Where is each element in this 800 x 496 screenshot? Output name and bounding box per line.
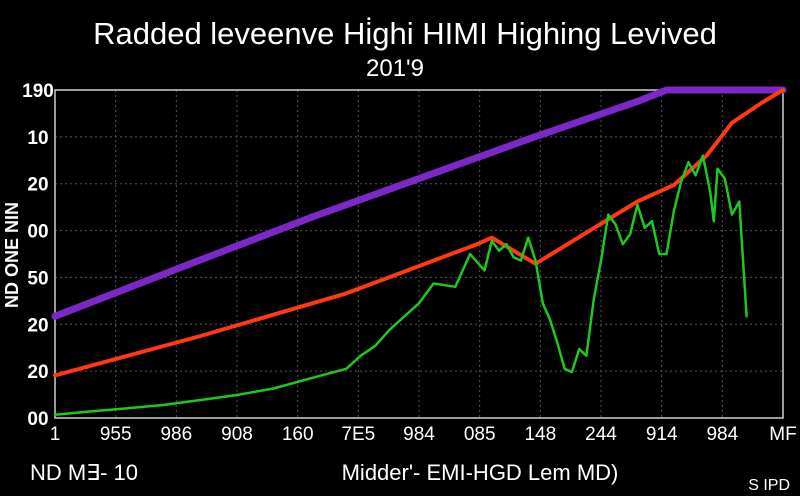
chart-subtitle: 201'9	[366, 55, 424, 82]
x-tick-label: 955	[100, 424, 132, 445]
x-tick-label: 7E5	[341, 424, 375, 445]
y-tick-label: 20	[27, 175, 48, 196]
x-axis-label: Midder'- EMI-HGD Lem MD)	[342, 460, 619, 485]
chart-title: Radded leveenve Hi̇ghi HIMI Highing Levi…	[93, 16, 717, 51]
x-tick-label: MF	[769, 424, 796, 445]
x-tick-label: 148	[524, 424, 556, 445]
series-line-purple-trend	[51, 86, 787, 320]
x-tick-labels: 1 955 986 908 160 7E5 984 085 148 244 914 984 MF	[50, 424, 797, 445]
x-tick-label: 908	[221, 424, 253, 445]
y-tick-labels: 190 10 20 00 50 20 20 00	[22, 81, 54, 430]
plot-frame	[54, 89, 784, 419]
x-tick-label: 984	[706, 424, 738, 445]
y-tick-label: 00	[27, 222, 48, 243]
y-tick-label: 00	[27, 409, 48, 430]
series-line-red-trend	[53, 88, 785, 378]
x-tick-label: 160	[282, 424, 314, 445]
series-group	[51, 86, 787, 416]
x-tick-label: 914	[646, 424, 678, 445]
x-tick-label: 244	[585, 424, 617, 445]
x-tick-label: 984	[403, 424, 435, 445]
y-tick-label: 10	[27, 128, 48, 149]
y-tick-label: 50	[27, 268, 48, 289]
y-axis-label: ND ONE NIN	[2, 202, 22, 308]
y-tick-label: 20	[27, 315, 48, 336]
x-tick-label: 986	[160, 424, 192, 445]
corner-label: S IPD	[748, 477, 790, 494]
x-tick-label: 085	[464, 424, 496, 445]
series-line-green-index	[53, 154, 748, 416]
grid	[54, 89, 784, 419]
y-tick-label: 20	[27, 362, 48, 383]
y-tick-label: 190	[22, 81, 54, 102]
x-tick-label: 1	[50, 424, 61, 445]
footer-left-label: ND M∃- 10	[30, 460, 138, 485]
